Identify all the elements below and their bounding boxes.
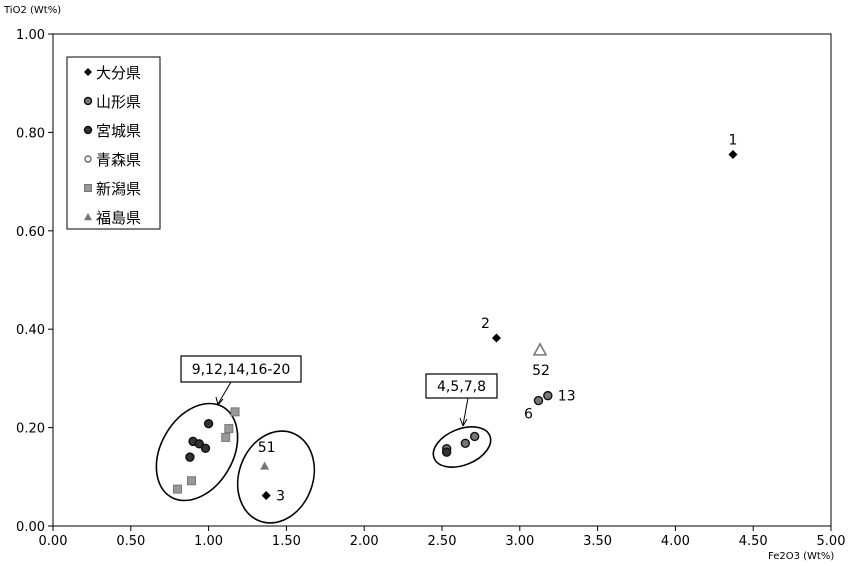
callout-box	[425, 373, 498, 399]
point-label: 3	[276, 488, 285, 504]
cluster-ellipse-left	[155, 402, 239, 502]
cluster-ellipse-right	[432, 426, 492, 468]
data-point	[230, 407, 240, 417]
x-tick-label: 2.50	[428, 534, 457, 549]
y-tick-label: 0.20	[16, 422, 45, 437]
legend-marker	[84, 184, 92, 192]
legend-label: 青森県	[96, 151, 141, 169]
data-point	[260, 461, 270, 470]
x-tick-label: 3.50	[583, 534, 612, 549]
legend-marker	[84, 68, 92, 76]
legend-label: 山形県	[96, 93, 141, 111]
legend-label: 大分県	[96, 64, 141, 82]
point-label: 2	[481, 316, 490, 332]
data-point	[200, 443, 211, 453]
x-tick-label: 3.00	[505, 534, 534, 549]
point-label: 51	[258, 440, 276, 456]
x-tick-label: 1.50	[272, 534, 301, 549]
data-point	[194, 439, 204, 449]
point-label: 13	[558, 389, 576, 405]
legend-label: 福島県	[96, 209, 141, 227]
point-labels-layer: 1 2 3 52 13 6 51	[258, 133, 738, 505]
y-axis-label: TiO2 (Wt%)	[3, 5, 61, 16]
legend-label: 宮城県	[96, 122, 141, 140]
data-point	[532, 342, 548, 356]
data-point	[491, 333, 501, 343]
y-tick-label: 0.60	[16, 225, 45, 240]
point-label: 52	[532, 363, 550, 379]
callout-right: 4,5,7,8	[425, 373, 498, 427]
legend-marker	[84, 155, 92, 163]
x-tick-label: 1.00	[194, 534, 223, 549]
data-point	[441, 447, 452, 457]
ticks-layer: 0.00 0.50 1.00 1.50 2.00 2.50 3.00 3.50 4.00 4.50…	[16, 28, 845, 549]
data-point	[533, 395, 544, 406]
callout-left: 9,12,14,16-20	[180, 355, 302, 406]
data-point	[172, 484, 182, 494]
data-point	[203, 418, 214, 429]
callout-text: 9,12,14,16-20	[192, 362, 291, 378]
legend-marker	[83, 96, 93, 106]
point-label: 1	[729, 133, 738, 149]
callout-box	[180, 355, 302, 383]
x-tick-label: 4.00	[661, 534, 690, 549]
y-tick-label: 0.80	[16, 126, 45, 141]
x-tick-label: 4.50	[739, 534, 768, 549]
data-point	[186, 476, 196, 486]
x-tick-label: 5.00	[817, 534, 846, 549]
data-point	[185, 452, 195, 462]
callout-arrowhead	[459, 417, 468, 427]
legend-marker	[83, 125, 93, 135]
x-tick-label: 2.00	[350, 534, 379, 549]
y-tick-label: 1.00	[16, 28, 45, 43]
data-point	[224, 424, 234, 434]
data-point	[469, 431, 480, 442]
points-layer	[172, 150, 738, 500]
callout-arrow	[217, 381, 232, 405]
data-point	[221, 432, 231, 442]
y-tick-label: 0.00	[16, 520, 45, 535]
legend-box	[66, 56, 161, 230]
data-point	[543, 390, 553, 401]
cluster-ellipses	[155, 402, 492, 524]
callout-text: 4,5,7,8	[437, 379, 486, 395]
x-tick-label: 0.50	[116, 534, 145, 549]
data-point	[261, 490, 271, 500]
y-tick-label: 0.40	[16, 323, 45, 338]
legend-label: 新潟県	[96, 180, 141, 198]
legend-marker	[84, 213, 92, 221]
point-label: 6	[524, 407, 533, 423]
x-axis-label: Fe2O3 (Wt%)	[768, 551, 834, 562]
x-tick-label: 0.00	[39, 534, 68, 549]
cluster-ellipse-mid	[236, 430, 316, 524]
callout-arrowhead	[215, 396, 224, 406]
callout-arrow	[462, 397, 469, 426]
data-point	[728, 150, 738, 160]
data-point	[460, 438, 471, 449]
